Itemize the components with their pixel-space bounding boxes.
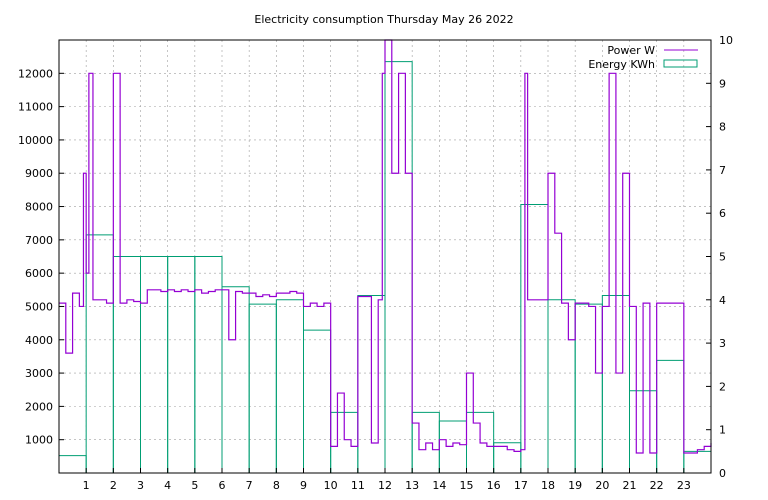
power-line — [59, 39, 712, 454]
y-right-tick-label: 3 — [719, 337, 726, 350]
energy-bar — [438, 420, 467, 473]
x-tick-label: 1 — [83, 479, 90, 492]
x-tick-label: 18 — [541, 479, 555, 492]
y-right-tick-label: 2 — [719, 380, 726, 393]
y-left-tick-label: 10000 — [18, 134, 53, 147]
y-left-tick-label: 9000 — [25, 167, 53, 180]
energy-bar — [58, 455, 87, 473]
y-right-tick-label: 10 — [719, 34, 733, 47]
chart-title: Electricity consumption Thursday May 26 … — [254, 13, 513, 26]
x-tick-label: 8 — [273, 479, 280, 492]
energy-series — [58, 61, 712, 473]
energy-bar — [656, 359, 685, 473]
x-tick-label: 4 — [164, 479, 171, 492]
x-tick-label: 23 — [677, 479, 691, 492]
x-tick-label: 16 — [487, 479, 501, 492]
y-left-tick-label: 6000 — [25, 267, 53, 280]
energy-bar — [574, 303, 603, 473]
y-left-tick-label: 8000 — [25, 201, 53, 214]
energy-bar — [303, 329, 332, 473]
energy-bar — [547, 299, 576, 473]
x-axis: 1 2 3 4 5 6 7 8 9 10 11 12 13 14 15 16 17 18 19 20 21 22 23 — [83, 468, 691, 492]
x-tick-label: 9 — [300, 479, 307, 492]
x-tick-label: 14 — [432, 479, 446, 492]
energy-bar — [112, 256, 141, 473]
y-right-tick-label: 9 — [719, 77, 726, 90]
y-left-tick-label: 12000 — [18, 67, 53, 80]
legend-label-energy: Energy KWh — [588, 58, 655, 71]
y-right-tick-label: 6 — [719, 207, 726, 220]
x-tick-label: 2 — [110, 479, 117, 492]
x-tick-label: 17 — [514, 479, 528, 492]
energy-bar — [683, 450, 712, 473]
x-tick-label: 7 — [246, 479, 253, 492]
y-axis-left: 1000 2000 3000 4000 5000 6000 7000 8000 9000 1000… — [18, 67, 64, 447]
x-tick-label: 21 — [623, 479, 637, 492]
y-right-tick-label: 4 — [719, 294, 726, 307]
legend-swatch-energy — [663, 59, 698, 68]
y-right-tick-label: 7 — [719, 164, 726, 177]
x-tick-label: 22 — [650, 479, 664, 492]
x-tick-label: 11 — [351, 479, 365, 492]
energy-bar — [194, 256, 223, 473]
x-tick-label: 5 — [191, 479, 198, 492]
energy-bar — [85, 234, 114, 473]
y-right-tick-label: 0 — [719, 467, 726, 480]
x-tick-label: 20 — [595, 479, 609, 492]
y-left-tick-label: 7000 — [25, 234, 53, 247]
x-tick-label: 13 — [405, 479, 419, 492]
y-axis-right: 0 1 2 3 4 5 6 7 8 9 10 — [706, 34, 733, 480]
energy-bar — [248, 303, 277, 473]
y-left-tick-label: 4000 — [25, 334, 53, 347]
y-left-tick-label: 11000 — [18, 101, 53, 114]
y-left-tick-label: 5000 — [25, 300, 53, 313]
y-left-tick-label: 1000 — [25, 434, 53, 447]
energy-bar — [167, 256, 196, 473]
x-tick-label: 10 — [324, 479, 338, 492]
power-series — [59, 39, 712, 454]
x-tick-label: 6 — [219, 479, 226, 492]
legend-label-power: Power W — [607, 44, 655, 57]
y-right-tick-label: 8 — [719, 121, 726, 134]
energy-bar — [275, 299, 304, 473]
energy-bar — [140, 256, 169, 473]
y-right-tick-label: 5 — [719, 251, 726, 264]
y-left-tick-label: 3000 — [25, 367, 53, 380]
legend: Power W Energy KWh — [588, 44, 698, 71]
x-tick-label: 12 — [378, 479, 392, 492]
y-left-tick-label: 2000 — [25, 400, 53, 413]
y-right-tick-label: 1 — [719, 424, 726, 437]
x-tick-label: 15 — [460, 479, 474, 492]
x-tick-label: 19 — [568, 479, 582, 492]
x-tick-label: 3 — [137, 479, 144, 492]
